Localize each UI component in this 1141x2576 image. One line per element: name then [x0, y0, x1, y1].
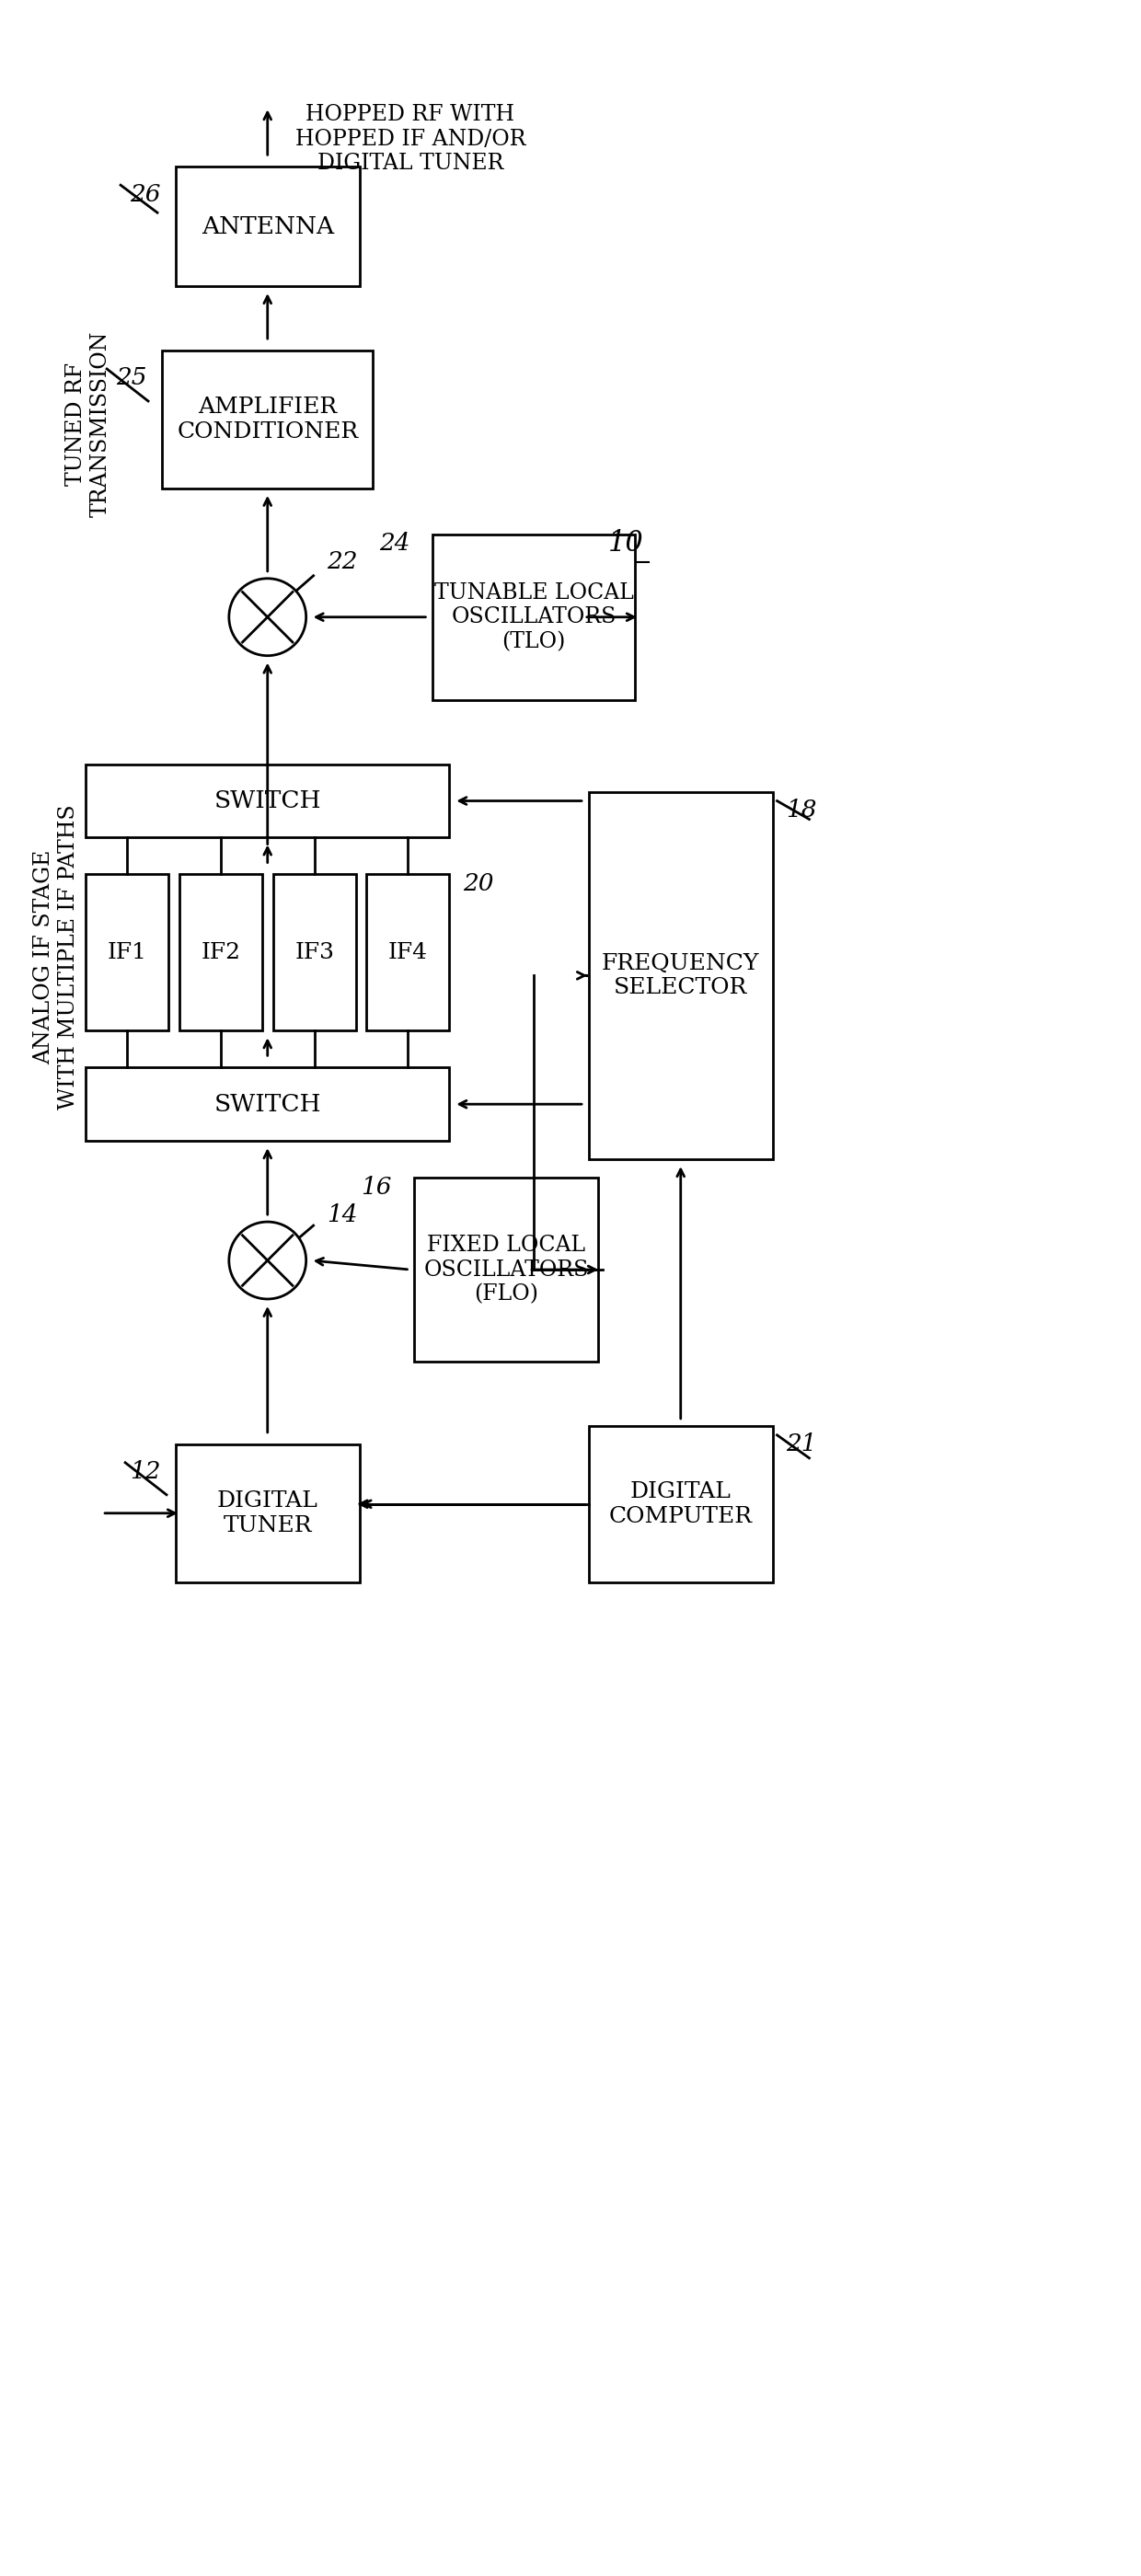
Circle shape	[229, 580, 306, 657]
Text: 21: 21	[786, 1432, 817, 1455]
Text: 16: 16	[361, 1175, 391, 1198]
Bar	[162, 350, 373, 489]
Text: 12: 12	[130, 1461, 161, 1484]
Text: 24: 24	[379, 533, 410, 554]
Text: 18: 18	[786, 799, 817, 822]
Bar	[179, 873, 262, 1030]
Bar	[589, 1427, 772, 1582]
Text: TUNABLE LOCAL
OSCILLATORS
(TLO): TUNABLE LOCAL OSCILLATORS (TLO)	[434, 582, 633, 652]
Bar	[366, 873, 450, 1030]
Text: 26: 26	[130, 183, 161, 206]
Bar	[414, 1177, 598, 1363]
Circle shape	[229, 1221, 306, 1298]
Text: ANTENNA: ANTENNA	[201, 214, 334, 237]
Bar	[273, 873, 356, 1030]
Bar	[176, 1445, 359, 1582]
Text: IF2: IF2	[201, 943, 241, 963]
Text: TUNED RF
TRANSMISSION: TUNED RF TRANSMISSION	[66, 330, 112, 518]
Text: FREQUENCY
SELECTOR: FREQUENCY SELECTOR	[601, 953, 760, 999]
Bar	[86, 765, 450, 837]
Bar	[86, 1066, 450, 1141]
Text: IF1: IF1	[107, 943, 147, 963]
Text: DIGITAL
COMPUTER: DIGITAL COMPUTER	[609, 1481, 752, 1528]
Text: 20: 20	[463, 873, 494, 894]
Text: IF4: IF4	[388, 943, 428, 963]
Text: 10: 10	[608, 528, 644, 559]
Text: AMPLIFIER
CONDITIONER: AMPLIFIER CONDITIONER	[177, 397, 358, 443]
Text: 14: 14	[327, 1203, 358, 1226]
Text: FIXED LOCAL
OSCILLATORS
(FLO): FIXED LOCAL OSCILLATORS (FLO)	[423, 1234, 589, 1303]
Bar	[432, 533, 634, 701]
Text: HOPPED RF WITH
HOPPED IF AND/OR
DIGITAL TUNER: HOPPED RF WITH HOPPED IF AND/OR DIGITAL …	[296, 103, 526, 175]
Text: DIGITAL
TUNER: DIGITAL TUNER	[217, 1492, 318, 1535]
Text: IF3: IF3	[294, 943, 334, 963]
Bar	[589, 791, 772, 1159]
Text: 25: 25	[116, 366, 147, 389]
Text: SWITCH: SWITCH	[213, 1092, 321, 1115]
Bar	[176, 167, 359, 286]
Text: SWITCH: SWITCH	[213, 788, 321, 811]
Text: ANALOG IF STAGE
WITH MULTIPLE IF PATHS: ANALOG IF STAGE WITH MULTIPLE IF PATHS	[33, 804, 79, 1110]
Bar	[86, 873, 169, 1030]
Text: 22: 22	[327, 551, 358, 574]
